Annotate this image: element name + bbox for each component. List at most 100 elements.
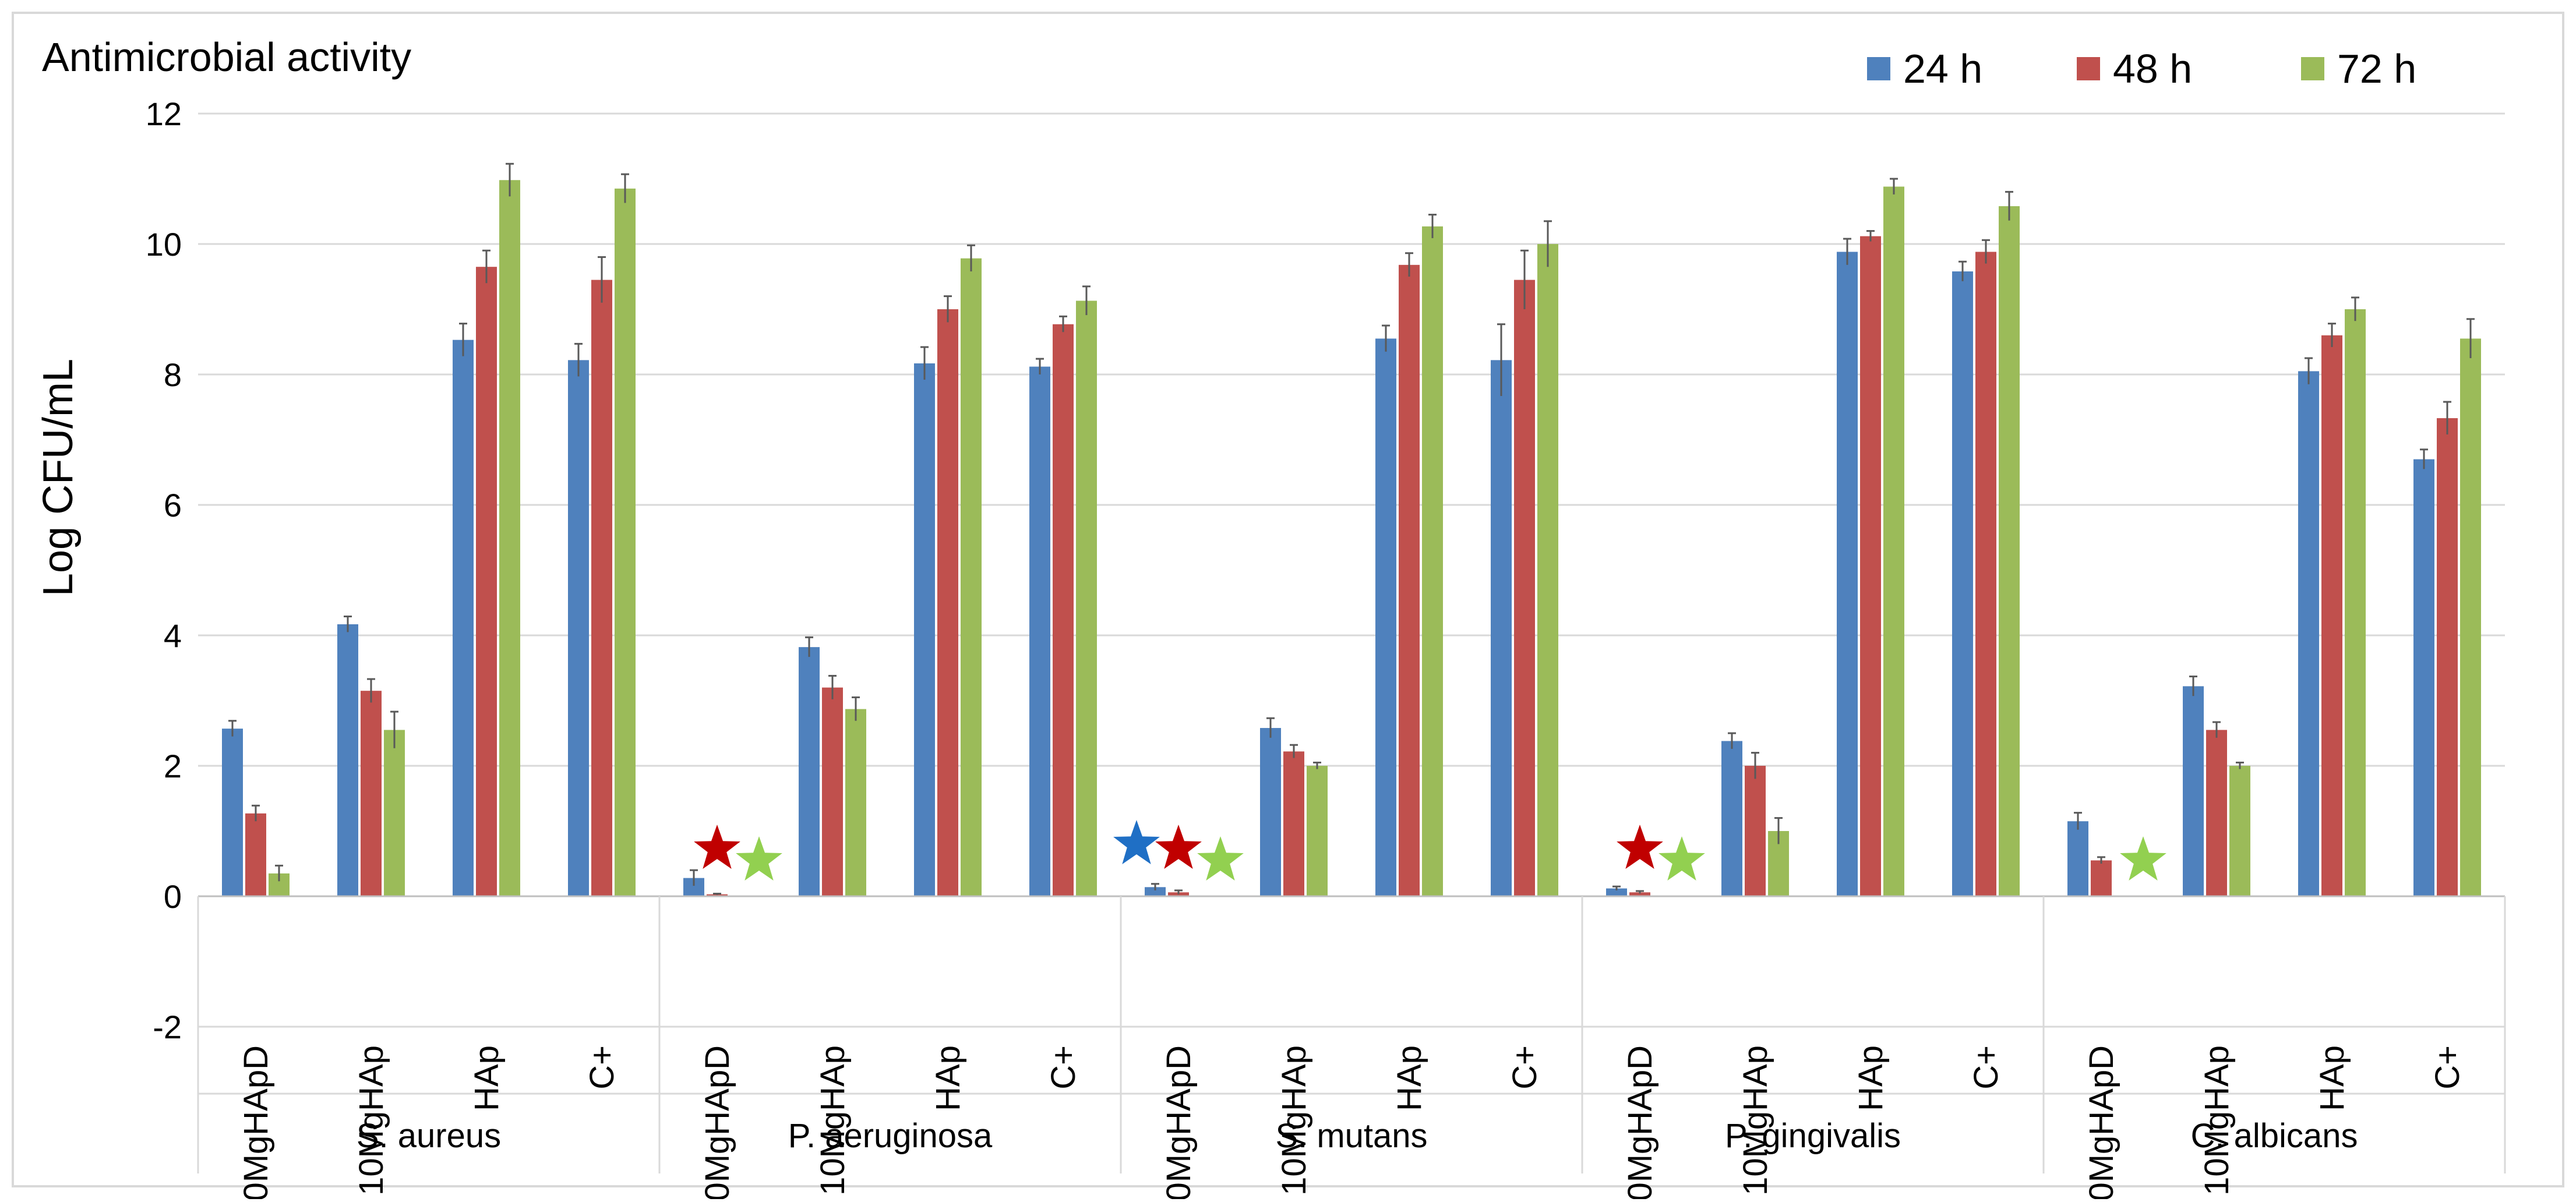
y-tick-label: 8 <box>164 356 182 393</box>
legend: 24 h 48 h 72 h <box>1867 46 2416 91</box>
group-label: P. gingivalis <box>1725 1117 1901 1155</box>
bar <box>2229 766 2250 896</box>
bar <box>1053 324 1074 896</box>
category-label: 10MgHApD <box>698 1045 736 1199</box>
bar <box>615 188 636 896</box>
group-label: S. mutans <box>1275 1117 1427 1155</box>
bar <box>1491 360 1512 896</box>
bar <box>1999 206 2020 896</box>
bar <box>476 267 497 897</box>
category-label: C+ <box>2429 1045 2466 1090</box>
bar <box>568 360 589 896</box>
legend-swatch <box>1867 57 1890 80</box>
bar <box>1975 252 1996 897</box>
category-label: 10MgHAp <box>1737 1045 1774 1196</box>
bar <box>1514 280 1535 897</box>
bar <box>937 309 958 896</box>
bar <box>1860 236 1881 896</box>
y-tick-label: 12 <box>146 96 182 132</box>
bar <box>2067 821 2088 896</box>
category-label: 10MgHApD <box>1621 1045 1659 1199</box>
category-label: HAp <box>2313 1045 2351 1111</box>
bar <box>799 647 820 896</box>
bar <box>245 813 266 896</box>
bar <box>2206 730 2227 896</box>
bar <box>1721 741 1742 896</box>
category-label: 10MgHApD <box>2083 1045 2120 1199</box>
bar <box>1375 338 1396 896</box>
category-label: C+ <box>1967 1045 2005 1090</box>
legend-swatch <box>2077 57 2100 80</box>
bar <box>361 691 382 896</box>
category-label: HAp <box>1391 1045 1428 1111</box>
bar <box>2345 309 2366 896</box>
category-label: 10MgHAp <box>352 1045 390 1196</box>
legend-label: 24 h <box>1903 46 1982 91</box>
group-label: P. aeruginosa <box>788 1117 993 1155</box>
axes <box>197 895 2506 1173</box>
chart-title: Antimicrobial activity <box>42 34 411 80</box>
category-label: C+ <box>1044 1045 1082 1090</box>
bar <box>2298 371 2319 896</box>
category-label: C+ <box>1506 1045 1544 1090</box>
bar <box>1629 892 1650 896</box>
legend-label: 48 h <box>2113 46 2192 91</box>
bar <box>337 624 358 896</box>
star-marker-icon <box>1113 820 1160 864</box>
bar <box>822 687 843 896</box>
bar <box>2460 338 2481 896</box>
star-marker-icon <box>736 836 782 881</box>
star-marker-icon <box>1155 825 1202 869</box>
bar <box>1399 264 1420 897</box>
bar <box>1260 728 1281 896</box>
y-tick-label: 4 <box>164 617 182 654</box>
y-tick-label: 6 <box>164 487 182 524</box>
legend-label: 72 h <box>2337 46 2416 91</box>
bar <box>1883 186 1904 897</box>
category-label: HAp <box>929 1045 967 1111</box>
category-label: 10MgHApD <box>1160 1045 1198 1199</box>
bar <box>1422 226 1443 896</box>
bar <box>2091 860 2112 896</box>
group-label: C. albicans <box>2191 1117 2358 1155</box>
labels: 12 10 8 6 4 2 0 -2 10MgHApD 10MgHAp HAp C+ 10MgHApD 1… <box>146 96 2466 1202</box>
legend-swatch <box>2301 57 2324 80</box>
bar <box>1952 271 1973 896</box>
bar <box>1145 887 1166 896</box>
bar <box>2321 335 2342 896</box>
star-marker-icon <box>1617 825 1663 869</box>
y-axis-title: Log CFU/mL <box>35 359 82 596</box>
y-tick-label: 0 <box>164 878 182 915</box>
bar <box>222 729 243 896</box>
bar <box>2437 418 2458 896</box>
bar <box>961 258 982 896</box>
star-marker-icon <box>1197 836 1244 881</box>
bar <box>453 340 474 896</box>
bar <box>707 894 728 896</box>
star-marker-icon <box>1658 836 1705 881</box>
bar <box>1606 888 1627 896</box>
category-label: HAp <box>1852 1045 1890 1111</box>
bar <box>1745 766 1766 896</box>
group-label: S. aureus <box>357 1117 501 1155</box>
y-tick-label: 10 <box>146 226 182 263</box>
category-label: HAp <box>468 1045 506 1111</box>
category-label: 10MgHApD <box>237 1045 275 1199</box>
category-label: C+ <box>583 1045 621 1090</box>
bar <box>1837 252 1858 897</box>
star-marker-icon <box>2120 836 2166 881</box>
bar <box>2183 686 2204 896</box>
bar <box>2413 459 2434 896</box>
chart-border <box>12 12 2564 1187</box>
bar <box>1307 766 1328 896</box>
bar <box>914 363 935 896</box>
bar <box>384 730 405 896</box>
y-tick-label: 2 <box>164 748 182 784</box>
category-label: 10MgHAp <box>1275 1045 1313 1196</box>
star-marker-icon <box>694 825 740 869</box>
category-label: 10MgHAp <box>814 1045 852 1196</box>
bar <box>845 709 866 896</box>
bars <box>222 162 2481 897</box>
